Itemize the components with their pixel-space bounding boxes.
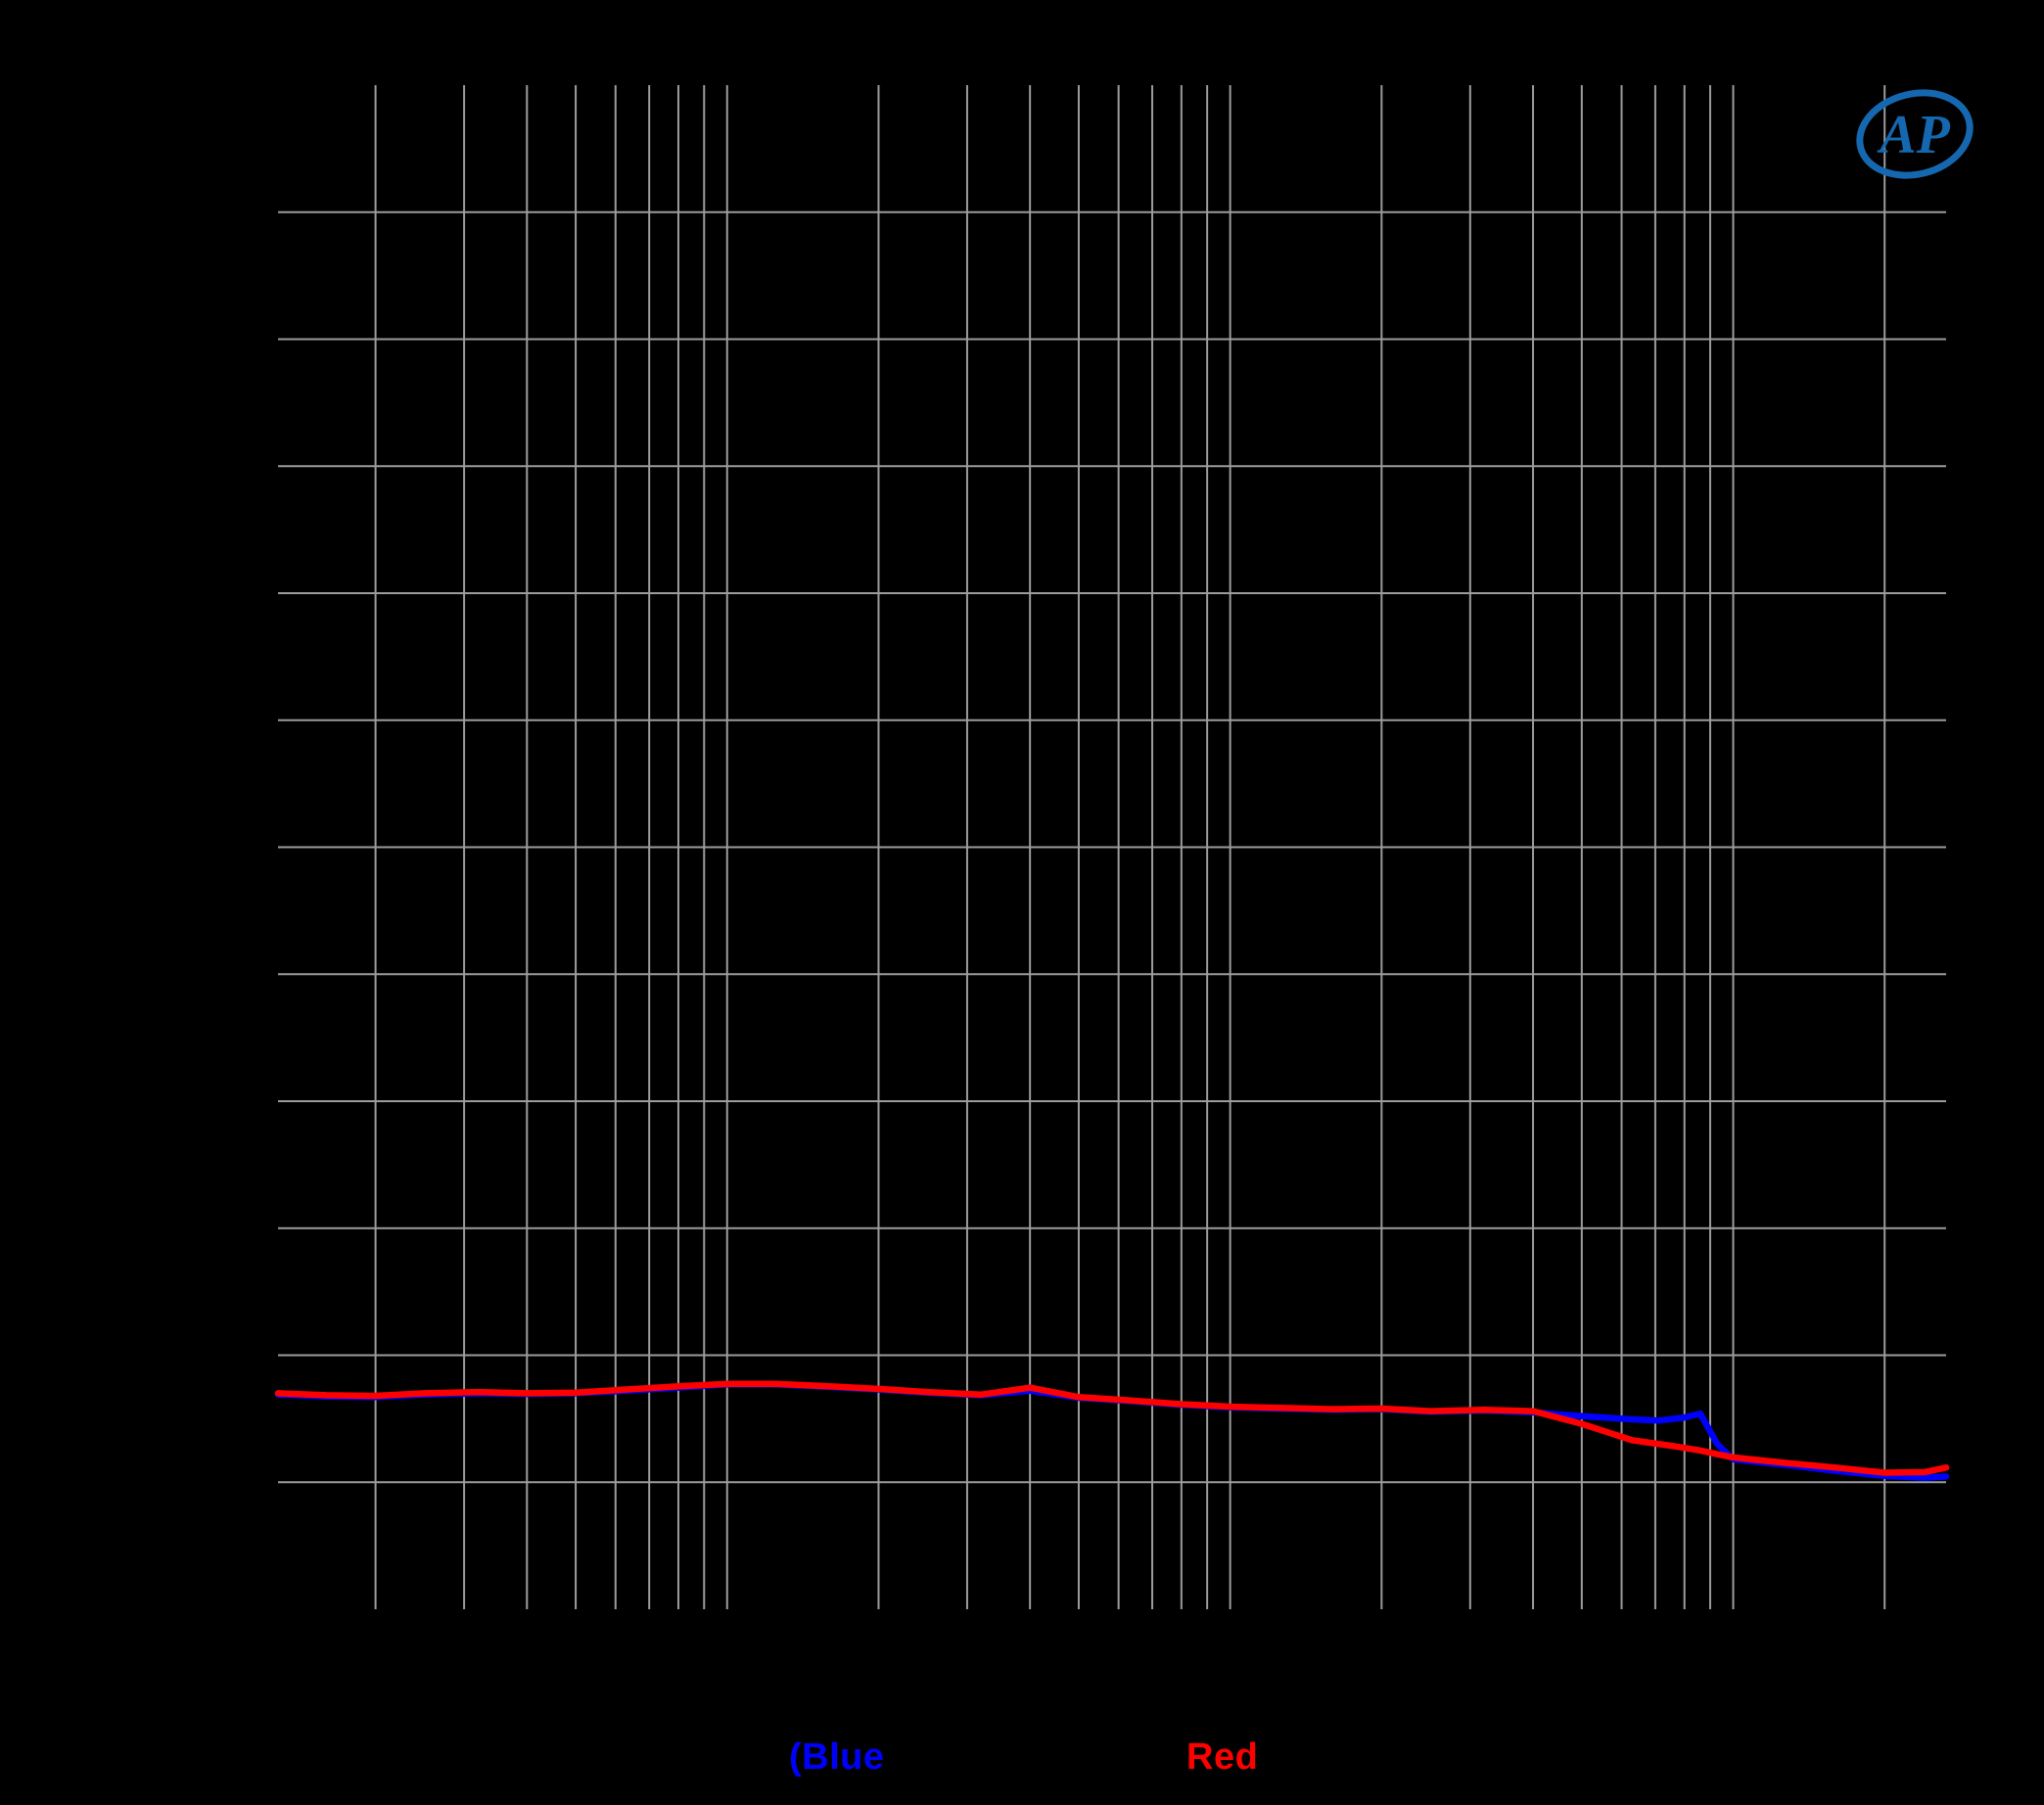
plot-grid [278, 85, 1946, 1609]
caption-blue-label: (Blue [789, 1736, 885, 1778]
logo-ellipse [1856, 89, 1974, 179]
logo-text: AP [1877, 105, 1950, 165]
caption-red-label: Red [1186, 1736, 1259, 1778]
series-red-line [274, 1380, 1950, 1476]
audio-precision-logo: AP [1856, 89, 1974, 179]
